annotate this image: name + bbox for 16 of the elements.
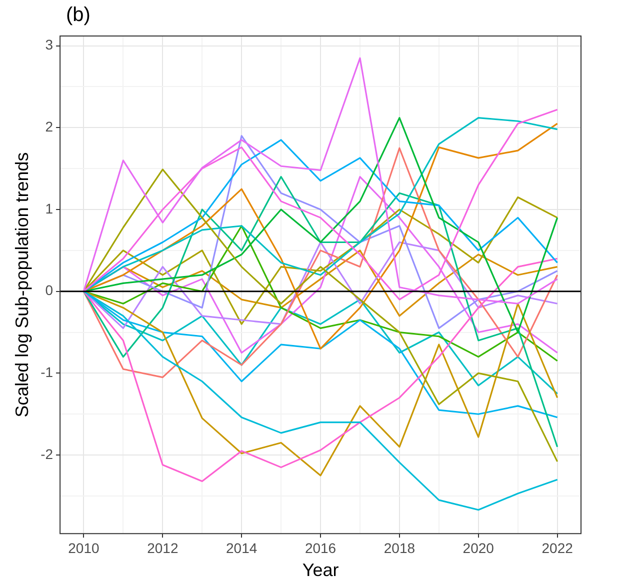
- y-tick-label: 2: [45, 118, 54, 135]
- y-tick-label: -1: [40, 364, 54, 380]
- y-tick-label: 0: [45, 282, 54, 298]
- x-tick-label: 2018: [384, 540, 416, 556]
- chart-title: (b): [66, 4, 90, 27]
- x-tick-label: 2014: [226, 540, 258, 556]
- x-tick-label: 2020: [462, 540, 494, 556]
- x-tick-label: 2022: [542, 540, 574, 556]
- y-tick-label: -2: [40, 446, 54, 462]
- x-tick-label: 2012: [147, 540, 178, 556]
- x-tick-label: 2016: [304, 540, 336, 556]
- y-tick-label: 3: [45, 36, 54, 53]
- x-tick-label: 2010: [68, 540, 100, 556]
- y-tick-label: 1: [45, 200, 54, 216]
- x-axis-title: Year: [302, 560, 339, 580]
- y-axis-title: Scaled log Sub-population trends: [12, 152, 32, 418]
